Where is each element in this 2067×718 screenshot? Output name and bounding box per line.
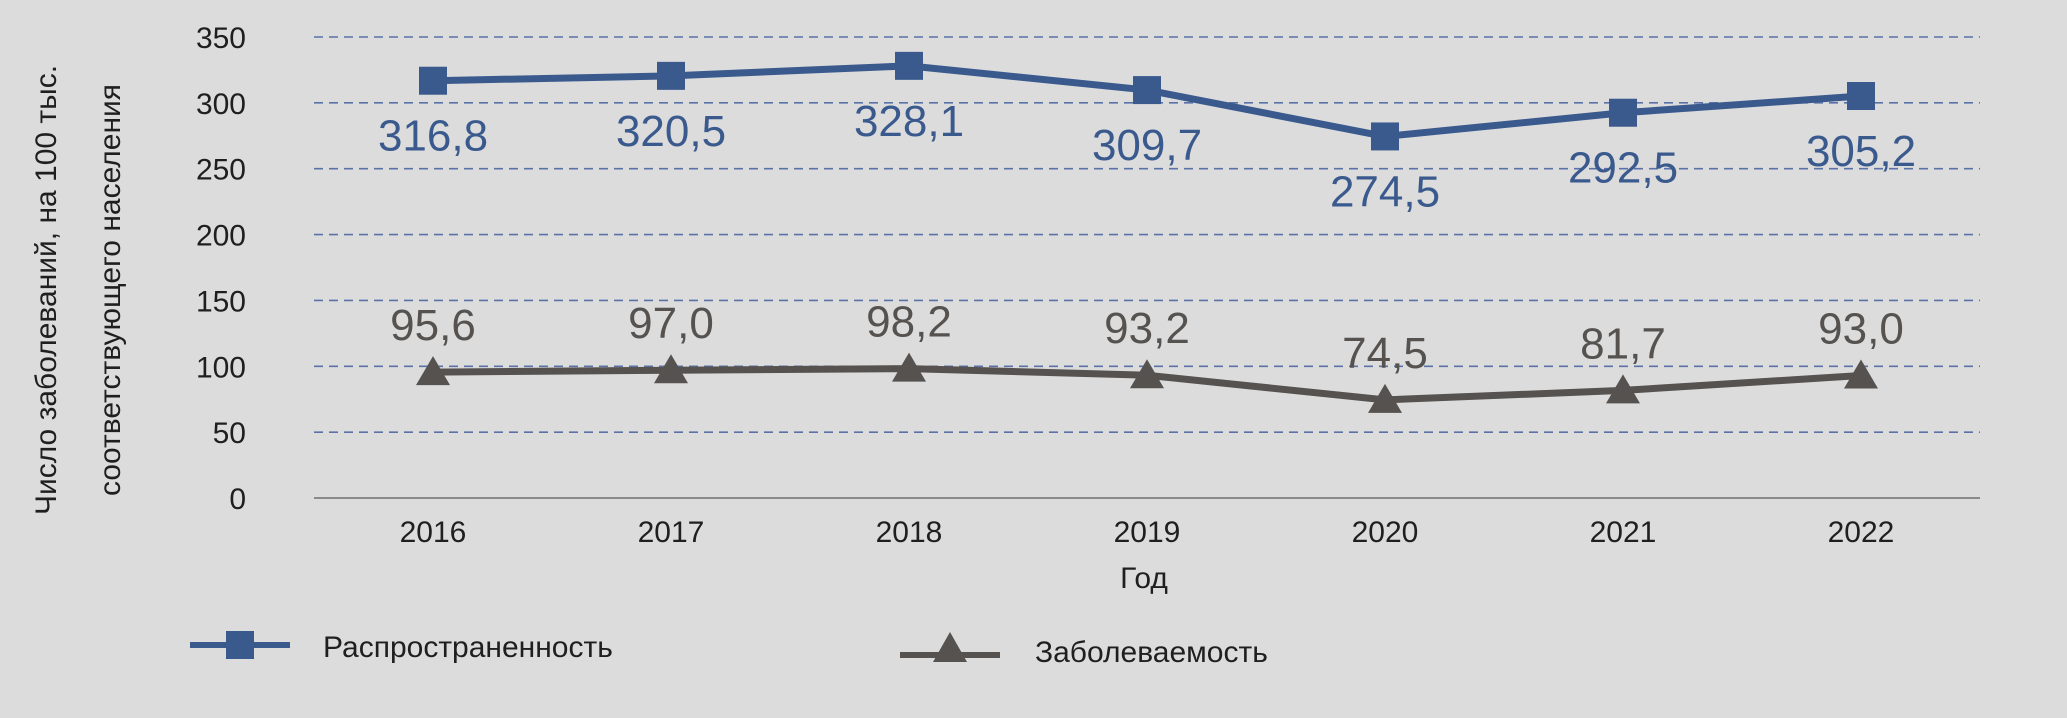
data-label: 328,1 [854,97,964,146]
data-point-square [1847,82,1875,111]
x-tick-label: 2021 [1590,516,1657,549]
legend-item-series-2: Заболеваемость [900,632,1268,669]
x-tick-label: 2022 [1828,516,1895,549]
data-point-triangle [892,352,926,382]
x-tick-label: 2020 [1352,516,1419,549]
data-label: 98,2 [866,298,952,347]
data-point-triangle [1606,374,1640,404]
y-tick-label: 100 [196,351,246,384]
x-tick-label: 2017 [638,516,705,549]
data-point-square [419,66,447,95]
y-axis-title: Число заболеваний, на 100 тыс. соответств… [30,65,127,515]
data-label: 95,6 [390,301,476,350]
y-axis-title-line: Число заболеваний, на 100 тыс. [30,65,63,515]
data-point-square [1609,98,1637,127]
y-tick-label: 0 [229,483,246,516]
x-axis-title: Год [1120,562,1168,595]
series-layer [416,51,1878,413]
legend-label-series-1: Распространенность [323,631,613,664]
x-axis-ticks: 2016 2017 2018 2019 2020 2021 2022 [400,516,1895,549]
data-label: 292,5 [1568,144,1678,193]
y-axis-ticks: 0 50 100 150 200 250 300 350 [196,22,246,516]
data-point-square [1133,76,1161,105]
data-label: 74,5 [1342,329,1428,378]
square-icon [226,631,254,659]
data-label: 97,0 [628,299,714,348]
data-point-square [657,61,685,90]
data-label: 316,8 [378,112,488,161]
data-labels: 316,8 320,5 328,1 309,7 274,5 292,5 305,2 95,6 9… [378,97,1916,378]
y-tick-label: 250 [196,154,246,187]
data-point-square [895,51,923,80]
y-tick-label: 300 [196,88,246,121]
data-label: 81,7 [1580,319,1666,368]
x-tick-label: 2018 [876,516,943,549]
gridlines [314,36,1980,499]
x-tick-label: 2019 [1114,516,1181,549]
data-point-triangle [1130,359,1164,389]
data-point-triangle [654,354,688,384]
data-label: 305,2 [1806,127,1916,176]
data-label: 93,2 [1104,304,1190,353]
data-label: 93,0 [1818,305,1904,354]
y-tick-label: 200 [196,220,246,253]
data-label: 274,5 [1330,167,1440,216]
y-tick-label: 350 [196,22,246,55]
data-point-triangle [1844,359,1878,389]
legend-item-series-1: Распространенность [190,631,613,664]
legend-label-series-2: Заболеваемость [1035,636,1268,669]
y-tick-label: 50 [213,417,246,450]
data-label: 320,5 [616,107,726,156]
y-tick-label: 150 [196,285,246,318]
data-point-triangle [1368,383,1402,413]
triangle-icon [933,632,967,662]
data-label: 309,7 [1092,121,1202,170]
data-point-triangle [416,356,450,386]
legend: Распространенность Заболеваемость [190,631,1268,669]
y-axis-title-line: соответствующего населения [94,84,127,496]
x-tick-label: 2016 [400,516,467,549]
data-point-square [1371,122,1399,151]
